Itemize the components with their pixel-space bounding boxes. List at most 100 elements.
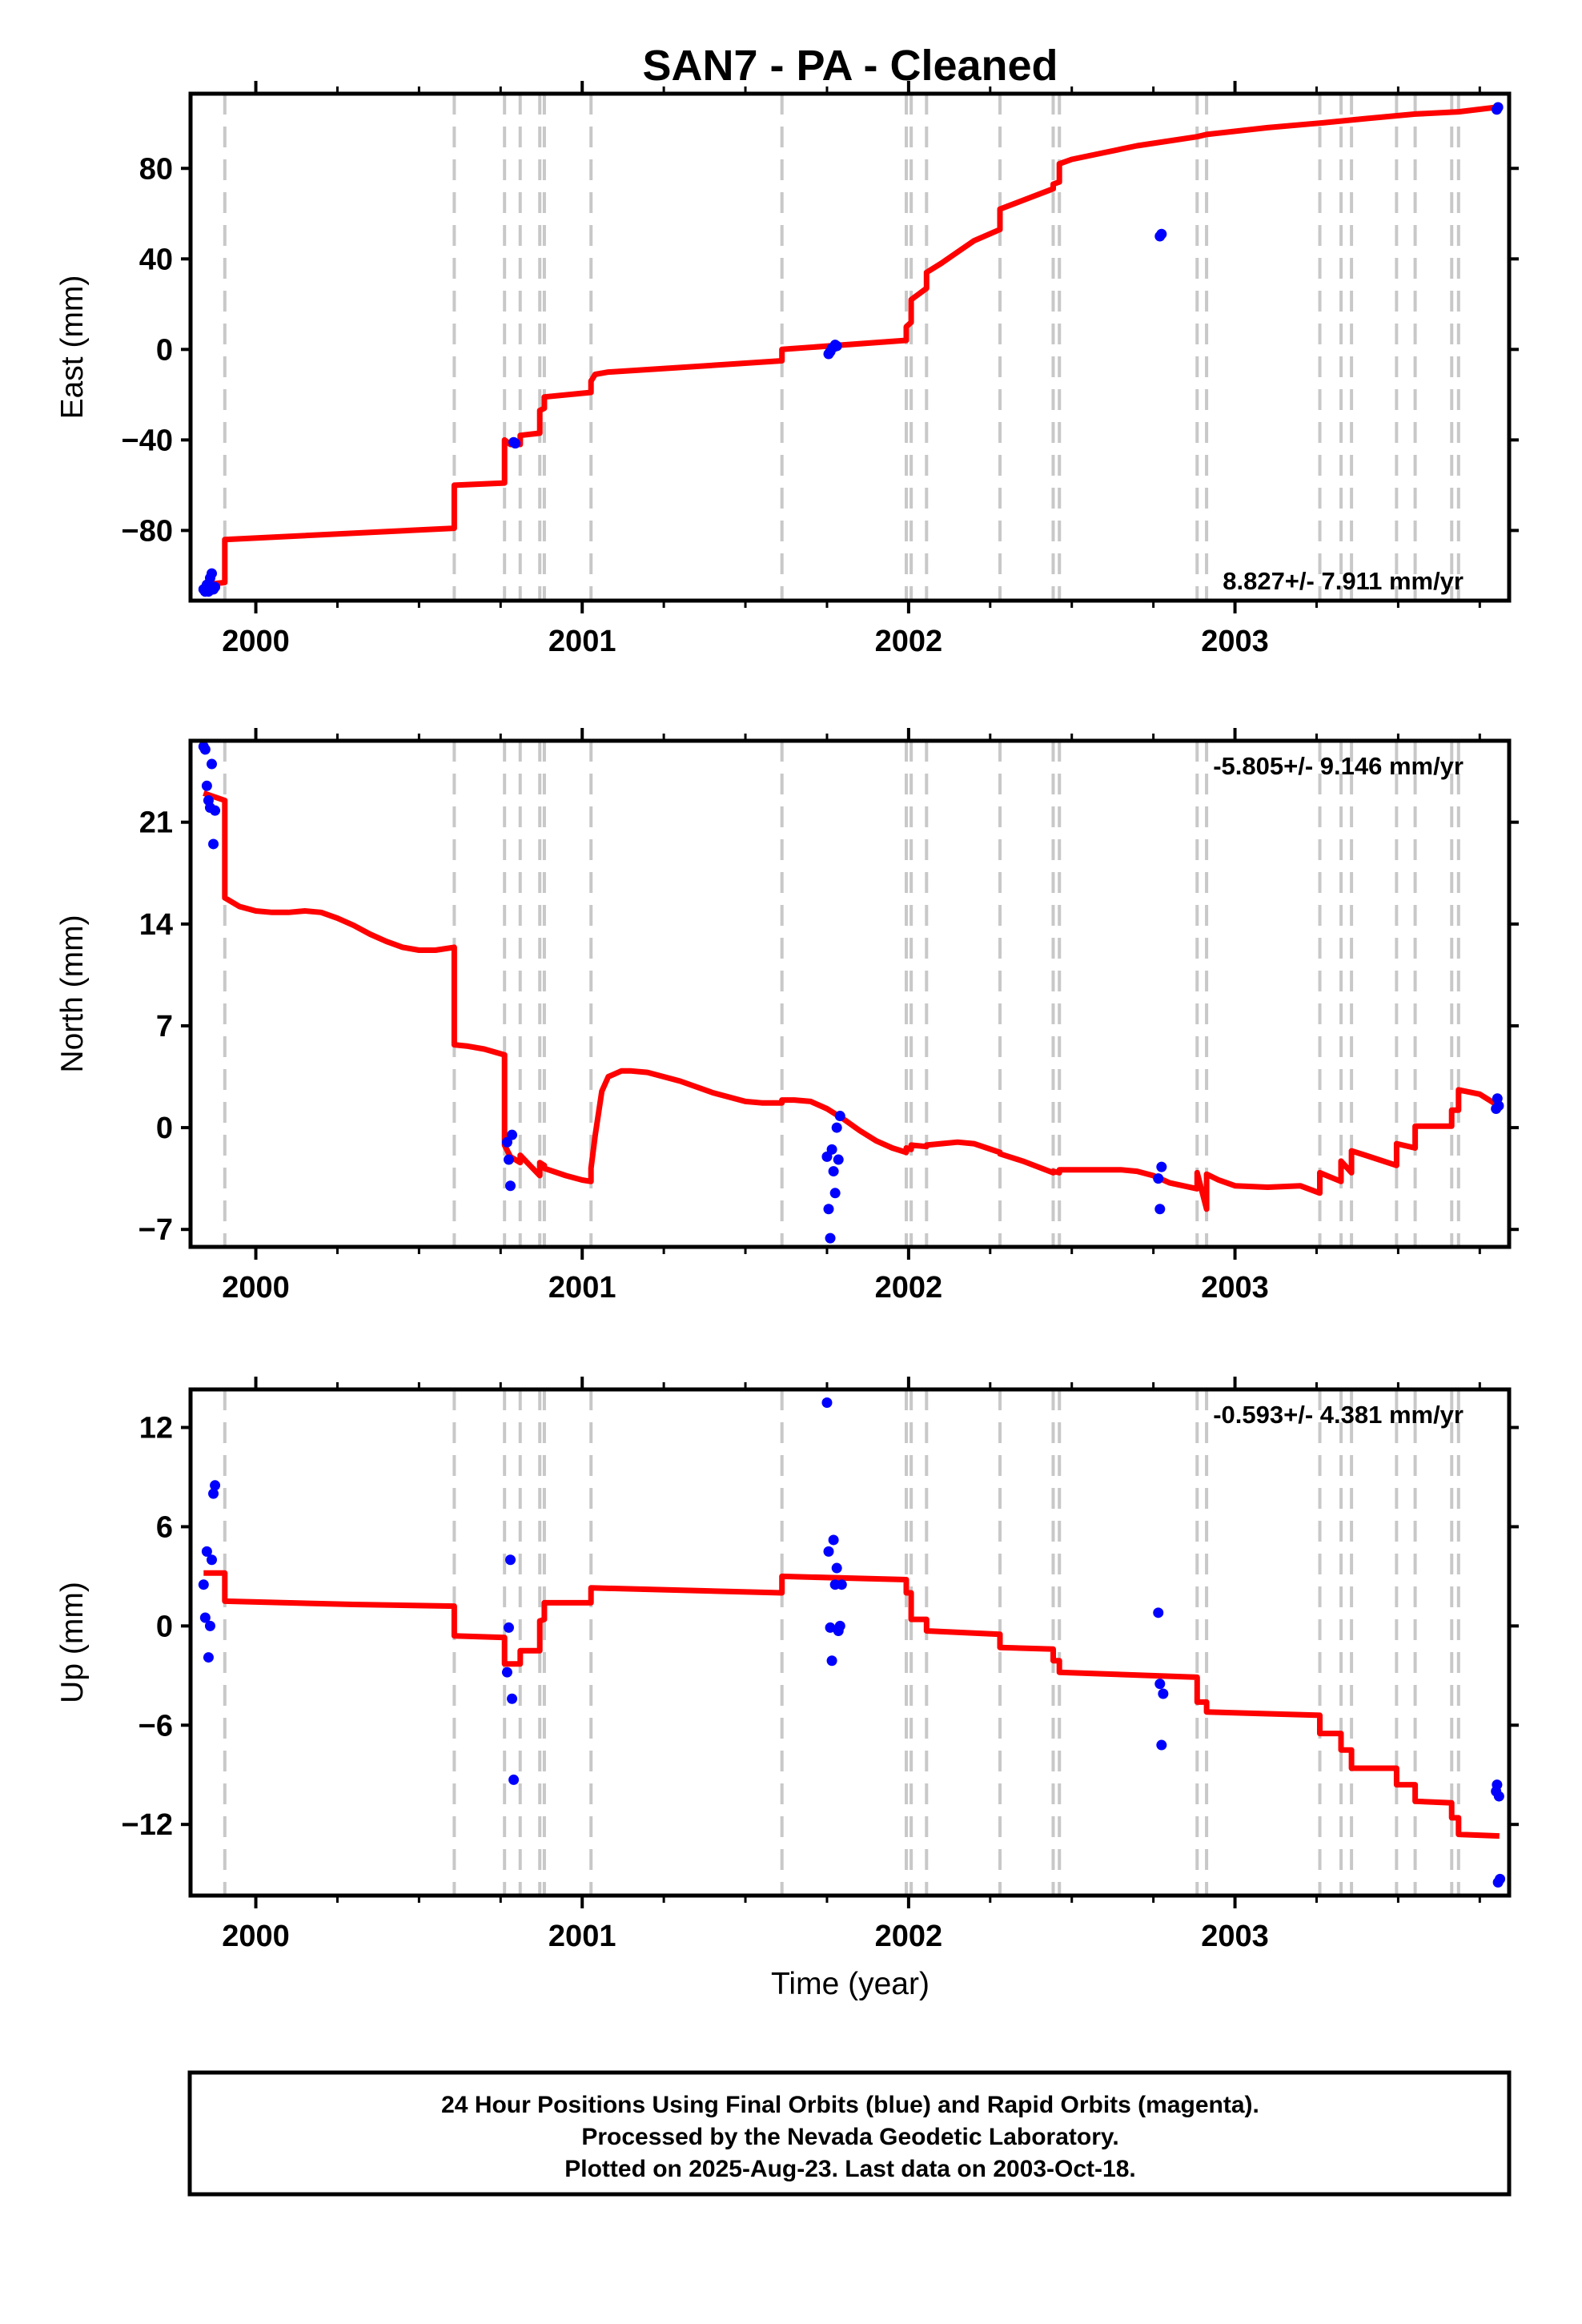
north-point-6 xyxy=(208,838,219,850)
footer-frame xyxy=(187,2070,1512,2197)
up-frame xyxy=(188,1387,1512,1898)
north-point-23 xyxy=(1156,1161,1167,1172)
east-point-15 xyxy=(831,340,842,352)
up-ytick-label-4: 12 xyxy=(139,1412,173,1445)
up-point-22 xyxy=(836,1579,847,1590)
north-ytick-label-4: 21 xyxy=(139,806,173,840)
east-x-axis: 2000 2001 2002 2003 xyxy=(222,81,1269,658)
north-point-10 xyxy=(505,1180,516,1192)
east-point-9 xyxy=(510,438,521,449)
up-xtick-label-3: 2003 xyxy=(1201,1920,1269,1953)
footer-line-1: 24 Hour Positions Using Final Orbits (bl… xyxy=(441,2092,1259,2118)
east-points xyxy=(198,102,1504,597)
east-y-axis: −80 −40 0 40 80 xyxy=(122,152,1519,548)
east-ytick-label-3: 40 xyxy=(139,243,173,276)
up-point-28 xyxy=(1492,1779,1503,1791)
north-point-7 xyxy=(210,805,221,816)
footer-line-3: Plotted on 2025-Aug-23. Last data on 200… xyxy=(564,2156,1136,2182)
north-point-26 xyxy=(1493,1100,1504,1112)
east-point-17 xyxy=(1156,228,1167,239)
up-y-label: Up (mm) xyxy=(55,1582,90,1703)
up-minor-ticks xyxy=(335,1382,1481,1903)
north-rate-label: -5.805+/- 9.146 mm/yr xyxy=(1213,752,1464,780)
up-point-5 xyxy=(206,1554,217,1566)
east-xtick-label-1: 2001 xyxy=(548,625,616,658)
up-point-26 xyxy=(1158,1688,1169,1699)
up-point-17 xyxy=(828,1534,839,1546)
up-ytick-label-1: −6 xyxy=(139,1709,173,1743)
north-points xyxy=(198,741,1504,1244)
up-model-polyline xyxy=(203,1570,1500,1839)
up-panel: −12 −6 0 6 12 2000 2001 2002 2003 Up (mm) -0.59… xyxy=(55,1377,1519,1953)
north-point-1 xyxy=(199,744,211,755)
up-event-lines xyxy=(223,1389,1460,1896)
up-ytick-label-2: 0 xyxy=(156,1610,173,1643)
up-point-24 xyxy=(1154,1679,1166,1690)
up-point-23 xyxy=(1153,1607,1164,1618)
east-ytick-label-4: 80 xyxy=(139,152,173,186)
up-point-1 xyxy=(199,1612,211,1623)
north-model-polyline xyxy=(203,790,1501,1212)
up-point-14 xyxy=(823,1546,834,1557)
east-model-line xyxy=(203,104,1500,588)
up-xtick-label-0: 2000 xyxy=(222,1920,290,1953)
north-point-13 xyxy=(823,1204,834,1215)
up-point-4 xyxy=(204,1620,215,1631)
north-point-11 xyxy=(507,1129,518,1140)
up-point-8 xyxy=(501,1667,512,1678)
north-point-17 xyxy=(829,1188,841,1199)
up-point-25 xyxy=(1156,1739,1167,1751)
north-xtick-label-1: 2001 xyxy=(548,1271,616,1305)
up-point-0 xyxy=(198,1579,209,1590)
north-ytick-label-2: 7 xyxy=(156,1010,173,1043)
north-x-axis: 2000 2001 2002 2003 xyxy=(222,728,1269,1305)
north-point-16 xyxy=(828,1166,839,1177)
up-ytick-label-0: −12 xyxy=(122,1808,173,1842)
north-point-20 xyxy=(834,1111,845,1122)
north-point-21 xyxy=(1153,1173,1164,1184)
chart-title: SAN7 - PA - Cleaned xyxy=(642,42,1058,90)
up-point-2 xyxy=(201,1546,212,1557)
up-model-line xyxy=(203,1570,1500,1839)
north-xtick-label-3: 2003 xyxy=(1201,1271,1269,1305)
east-xtick-label-0: 2000 xyxy=(222,625,290,658)
east-point-19 xyxy=(1492,102,1504,113)
north-ytick-label-0: −7 xyxy=(139,1213,173,1247)
north-ytick-label-3: 14 xyxy=(139,908,173,942)
up-point-21 xyxy=(834,1620,845,1631)
north-xtick-label-2: 2002 xyxy=(875,1271,943,1305)
up-x-axis: 2000 2001 2002 2003 xyxy=(222,1377,1269,1953)
north-point-2 xyxy=(201,780,212,791)
north-panel: −7 0 7 14 21 2000 2001 2002 2003 North (mm) -5.… xyxy=(55,728,1519,1305)
north-xtick-label-0: 2000 xyxy=(222,1271,290,1305)
north-point-15 xyxy=(826,1144,837,1155)
east-ytick-label-2: 0 xyxy=(156,333,173,367)
footer-box: 24 Hour Positions Using Final Orbits (bl… xyxy=(187,2070,1512,2197)
east-xtick-label-2: 2002 xyxy=(875,625,943,658)
east-rate-label: 8.827+/- 7.911 mm/yr xyxy=(1223,567,1464,595)
up-point-19 xyxy=(831,1562,842,1574)
north-point-14 xyxy=(825,1232,836,1244)
east-model-polyline xyxy=(203,104,1500,588)
north-y-label: North (mm) xyxy=(55,915,90,1072)
up-ytick-label-3: 6 xyxy=(156,1510,173,1544)
footer-line-2: Processed by the Nevada Geodetic Laborat… xyxy=(581,2124,1118,2150)
up-rate-label: -0.593+/- 4.381 mm/yr xyxy=(1213,1401,1464,1429)
up-point-11 xyxy=(507,1693,518,1704)
north-frame xyxy=(188,738,1512,1249)
east-ytick-label-0: −80 xyxy=(122,514,173,548)
up-point-10 xyxy=(505,1554,516,1566)
up-xtick-label-1: 2001 xyxy=(548,1920,616,1953)
east-minor-ticks xyxy=(335,86,1481,608)
up-y-axis: −12 −6 0 6 12 xyxy=(122,1412,1519,1842)
east-y-label: East (mm) xyxy=(55,275,90,420)
up-point-12 xyxy=(508,1774,520,1785)
north-point-5 xyxy=(206,758,217,770)
east-panel: −80 −40 0 40 80 2000 2001 2002 2003 East (mm) 8… xyxy=(55,81,1519,658)
up-point-9 xyxy=(503,1622,514,1633)
up-point-30 xyxy=(1493,1791,1504,1802)
north-y-axis: −7 0 7 14 21 xyxy=(139,806,1519,1247)
north-point-22 xyxy=(1154,1204,1166,1215)
east-point-5 xyxy=(206,568,217,579)
east-frame xyxy=(188,91,1512,603)
